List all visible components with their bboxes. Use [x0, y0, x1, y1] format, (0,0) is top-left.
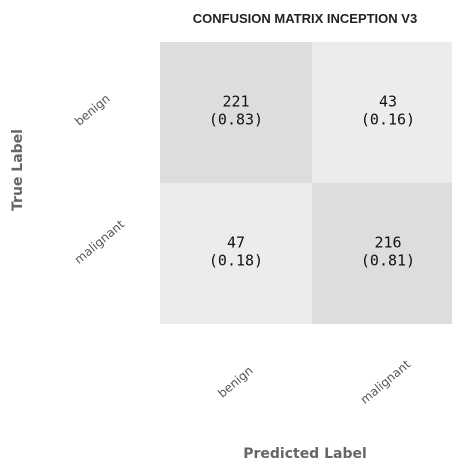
x-axis-label: Predicted Label: [243, 446, 367, 462]
cell-count-benign-benign: 221: [222, 93, 249, 111]
x-tick-benign: benign: [215, 363, 256, 400]
matrix-cell-labels: 221(0.83) 43(0.16) 47(0.18) 216(0.81): [209, 93, 415, 270]
matrix-cell-benign-benign: [160, 42, 312, 183]
x-tick-malignant: malignant: [358, 357, 414, 407]
cell-count-malignant-benign: 47: [227, 234, 245, 252]
matrix-cell-benign-malignant: [312, 42, 452, 183]
y-axis-label: True Label: [10, 129, 26, 211]
chart-title: CONFUSION MATRIX INCEPTION V3: [193, 11, 417, 26]
matrix-cells: [160, 42, 452, 324]
cell-ratio-malignant-malignant: (0.81): [361, 252, 415, 270]
cell-count-malignant-malignant: 216: [374, 234, 401, 252]
matrix-cell-malignant-malignant: [312, 183, 452, 324]
y-tick-malignant: malignant: [72, 217, 128, 267]
y-tick-benign: benign: [72, 91, 113, 128]
cell-ratio-malignant-benign: (0.18): [209, 252, 263, 270]
cell-count-benign-malignant: 43: [379, 93, 397, 111]
cell-ratio-benign-malignant: (0.16): [361, 111, 415, 129]
cell-ratio-benign-benign: (0.83): [209, 111, 263, 129]
matrix-cell-malignant-benign: [160, 183, 312, 324]
